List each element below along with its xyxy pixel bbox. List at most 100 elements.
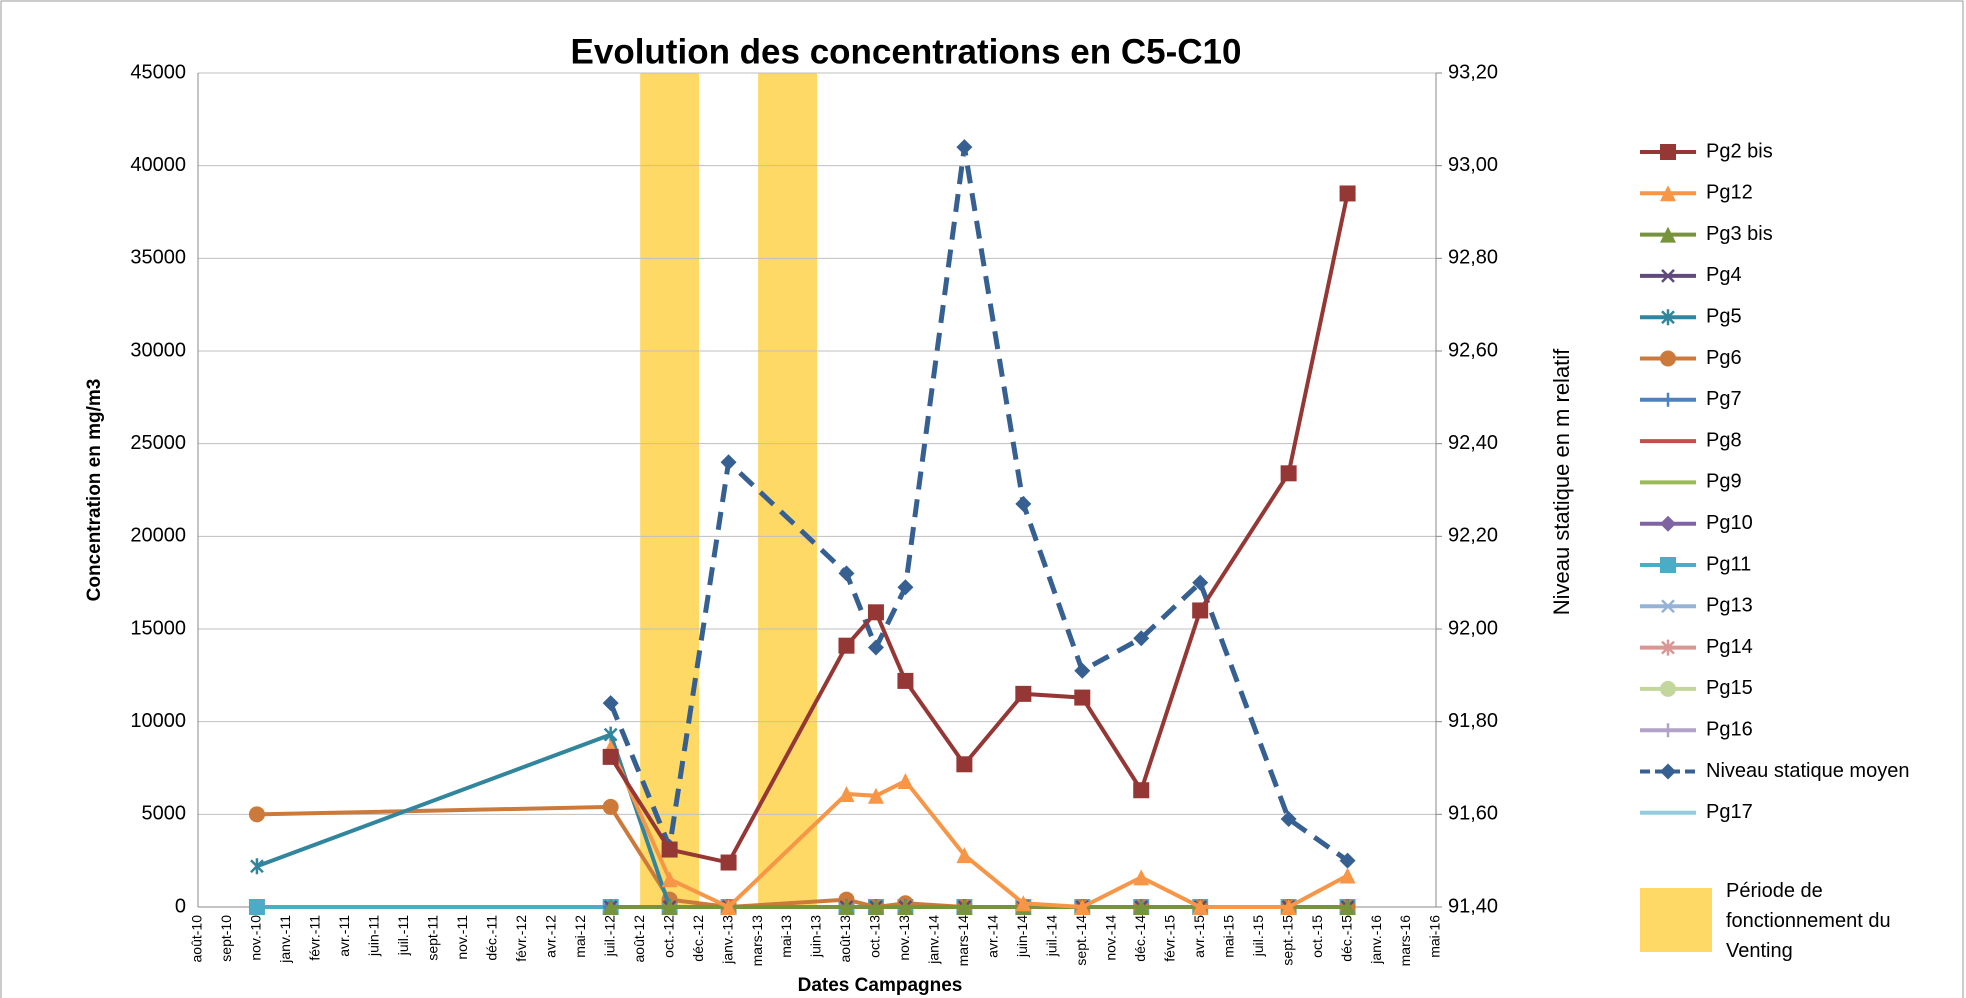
y2-tick-label: 92,80 (1448, 247, 1498, 269)
x-tick-label: févr.-12 (513, 915, 529, 962)
y-tick-label: 5000 (142, 803, 187, 825)
x-tick-label: oct.-12 (660, 915, 676, 958)
marker (1660, 515, 1676, 532)
legend-label: Pg11 (1706, 553, 1751, 575)
marker (602, 695, 619, 712)
marker (867, 639, 884, 656)
x-tick-label: avr.-11 (336, 915, 352, 957)
marker (602, 899, 619, 915)
marker (1280, 810, 1297, 827)
x-tick-label: juil.-14 (1044, 915, 1060, 957)
marker (956, 847, 973, 864)
marker (838, 899, 855, 915)
x-tick-label: avr.-12 (542, 915, 558, 958)
y-tick-label: 20000 (130, 525, 186, 547)
chart-title: Evolution des concentrations en C5-C10 (571, 32, 1242, 71)
marker (1660, 680, 1676, 697)
marker (248, 806, 265, 823)
marker (720, 454, 737, 471)
marker (1192, 899, 1209, 915)
x-tick-label: oct.-13 (867, 915, 883, 958)
x-tick-label: déc.-15 (1338, 915, 1354, 962)
x-tick-label: janv.-11 (277, 915, 293, 964)
marker (1661, 392, 1675, 407)
marker (867, 787, 884, 804)
marker (250, 858, 264, 875)
marker (956, 756, 973, 773)
x-tick-label: mars-16 (1397, 915, 1413, 967)
marker (1339, 899, 1356, 915)
x-tick-label: janv.-13 (719, 915, 735, 965)
y2-tick-label: 92,40 (1448, 432, 1498, 454)
y-tick-label: 40000 (130, 154, 186, 176)
marker (1660, 144, 1676, 160)
x-tick-label: mai-12 (572, 915, 588, 958)
legend-label: Niveau statique moyen (1706, 760, 1909, 782)
series (602, 739, 1356, 915)
y-tick-label: 45000 (130, 61, 186, 83)
x-tick-label: mai-15 (1220, 915, 1236, 958)
marker (1339, 185, 1356, 202)
y-tick-label: 0 (175, 895, 186, 917)
legend-label: Pg14 (1706, 636, 1753, 658)
x-tick-label: nov.-14 (1102, 915, 1118, 961)
legend-label: Pg15 (1706, 677, 1753, 699)
x-tick-label: juin-11 (366, 915, 382, 957)
x-tick-label: août-10 (189, 915, 205, 963)
x-tick-label: juin-14 (1014, 915, 1030, 958)
x-tick-label: juil.-12 (601, 915, 617, 957)
x-axis-label: Dates Campagnes (798, 975, 963, 996)
y-tick-label: 25000 (130, 432, 186, 454)
legend-label: Pg5 (1706, 305, 1742, 327)
venting-legend-label: Période de fonctionnement du Venting (1726, 880, 1891, 962)
x-tick-label: avr.-15 (1191, 915, 1207, 958)
x-tick-label: août-12 (631, 915, 647, 963)
marker (1339, 867, 1356, 884)
marker (602, 798, 619, 815)
x-tick-label: janv.-16 (1368, 915, 1384, 965)
series-line (608, 193, 1350, 865)
series-line (608, 746, 1349, 910)
marker (956, 139, 973, 156)
marker (1280, 465, 1297, 482)
x-tick-label: avr.-14 (985, 915, 1001, 958)
x-tick-label: juin-13 (808, 915, 824, 958)
y2-tick-label: 91,60 (1448, 803, 1498, 825)
legend-label: Pg17 (1706, 801, 1753, 823)
x-tick-label: févr.-15 (1161, 915, 1177, 962)
y2-tick-label: 93,00 (1448, 154, 1498, 176)
y2-axis-label: Niveau statique en m relatif (1549, 348, 1574, 615)
marker (1661, 723, 1675, 738)
marker (1661, 309, 1675, 326)
marker (1133, 899, 1150, 915)
x-tick-label: sept.-14 (1073, 915, 1089, 966)
x-tick-label: déc.-14 (1132, 915, 1148, 962)
marker (1074, 899, 1091, 915)
marker (1660, 557, 1676, 573)
series (602, 139, 1356, 869)
x-tick-label: sept-10 (218, 915, 234, 962)
y2-tick-label: 93,20 (1448, 61, 1498, 83)
y-tick-label: 30000 (130, 339, 186, 361)
y2-tick-label: 92,20 (1448, 525, 1498, 547)
y2-tick-label: 92,00 (1448, 617, 1498, 639)
marker (661, 899, 678, 915)
marker (1661, 269, 1675, 283)
marker (1339, 852, 1356, 869)
x-tick-label: nov.-13 (896, 915, 912, 961)
x-tick-label: oct.-15 (1309, 915, 1325, 958)
marker (838, 785, 855, 802)
marker (1074, 689, 1091, 706)
marker (1133, 869, 1150, 886)
legend-label: Pg10 (1706, 512, 1753, 534)
marker (661, 871, 678, 888)
marker (897, 672, 914, 689)
marker (1074, 662, 1091, 679)
legend-label: Pg7 (1706, 388, 1742, 410)
marker (1661, 599, 1675, 614)
legend-label: Pg4 (1706, 264, 1742, 286)
series-line (608, 146, 1350, 863)
legend-label: Pg6 (1706, 347, 1742, 369)
x-tick-label: sept.-15 (1279, 915, 1295, 966)
